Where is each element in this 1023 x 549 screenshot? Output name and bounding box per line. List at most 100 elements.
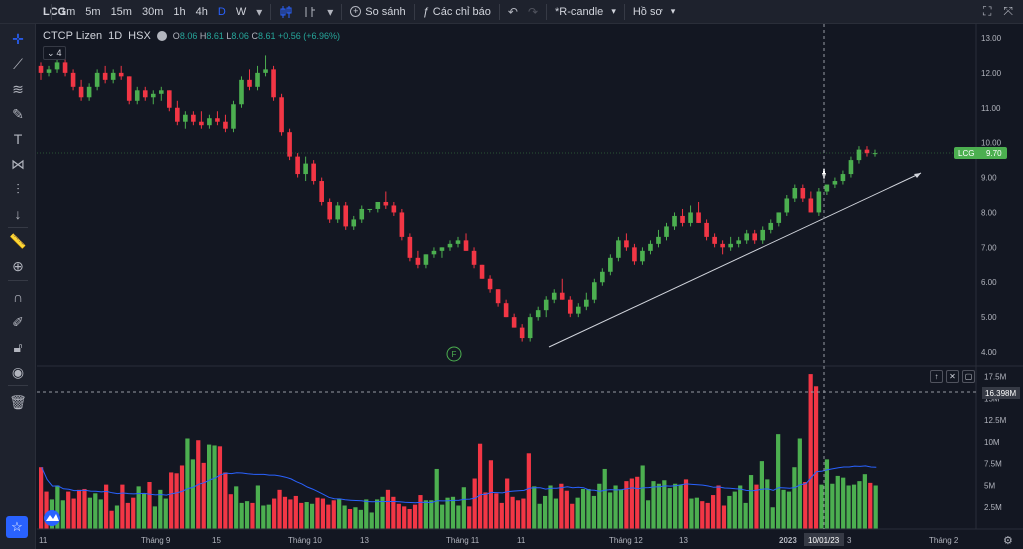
candle-body bbox=[271, 69, 276, 98]
volume-tick-label: 17.5M bbox=[984, 373, 1007, 382]
ruler-icon[interactable]: 📏 bbox=[9, 232, 27, 249]
volume-bar bbox=[841, 477, 846, 529]
time-tick-label: 15 bbox=[212, 536, 221, 545]
timeframe-1h-button[interactable]: 1h bbox=[173, 5, 186, 18]
candle-body bbox=[584, 299, 589, 307]
candle-body bbox=[808, 198, 814, 213]
timeframe-5m-button[interactable]: 5m bbox=[85, 5, 101, 18]
prediction-icon[interactable]: ⫶ bbox=[16, 180, 20, 197]
volume-bar bbox=[868, 482, 873, 529]
candle-body bbox=[744, 233, 749, 241]
eye-icon[interactable]: ◉ bbox=[11, 363, 25, 380]
time-axis[interactable]: 11 Tháng 9 15 Tháng 10 13 Tháng 11 11 Tháng 12 1… bbox=[39, 536, 959, 545]
settings-gear-icon[interactable]: ⚙ bbox=[1003, 534, 1013, 547]
zoom-in-icon[interactable]: ⊕ bbox=[12, 257, 24, 274]
candle-body bbox=[391, 205, 397, 213]
compare-button[interactable]: + So sánh bbox=[345, 0, 410, 24]
volume-bar bbox=[402, 506, 407, 529]
magnet-icon[interactable]: ∩ bbox=[12, 289, 24, 305]
market-status-icon[interactable] bbox=[156, 31, 167, 41]
trash-icon[interactable]: 🗑︎ bbox=[9, 393, 27, 410]
volume-bar bbox=[109, 510, 114, 529]
volume-bar bbox=[526, 453, 531, 529]
price-tick-label: 5.00 bbox=[981, 313, 997, 322]
volume-bar bbox=[163, 498, 168, 529]
candle-type-icon[interactable] bbox=[274, 0, 298, 24]
chevron-down-icon: ▾ bbox=[611, 6, 616, 16]
volume-bar bbox=[131, 497, 136, 529]
volume-tick-label: 12.5M bbox=[984, 416, 1007, 425]
template-dropdown-icon[interactable]: ▾ bbox=[327, 4, 334, 19]
candle-body bbox=[551, 292, 557, 300]
arrow-down-icon[interactable]: ↓ bbox=[14, 206, 22, 222]
crosshair-icon[interactable]: ✛ bbox=[12, 30, 24, 47]
volume-bar bbox=[683, 479, 689, 529]
time-tick-label: Tháng 2 bbox=[929, 536, 959, 545]
candle-body bbox=[215, 118, 220, 122]
price-tick-label: 4.00 bbox=[981, 348, 997, 357]
redo-icon[interactable]: ↷ bbox=[527, 4, 538, 19]
candle-body bbox=[319, 181, 324, 202]
candle-body bbox=[359, 208, 365, 220]
candle-body bbox=[575, 306, 581, 314]
indicators-toggle-button[interactable]: ⌄ 4 bbox=[43, 46, 66, 60]
fullscreen-icon[interactable]: ⛶ bbox=[982, 4, 992, 18]
time-tick-label: Tháng 9 bbox=[141, 536, 171, 545]
volume-bar bbox=[754, 484, 759, 529]
volume-bar bbox=[358, 509, 363, 529]
watchlist-star-icon[interactable]: ☆ bbox=[6, 516, 28, 538]
timeframe-dropdown-icon[interactable]: ▾ bbox=[256, 4, 263, 19]
price-tick-label: 6.00 bbox=[981, 278, 997, 287]
event-marker[interactable] bbox=[446, 346, 462, 362]
timeframe-4h-button[interactable]: 4h bbox=[195, 5, 208, 18]
time-tick-label: Tháng 11 bbox=[446, 536, 480, 545]
undo-icon[interactable]: ↶ bbox=[507, 4, 518, 19]
volume-bar bbox=[711, 495, 716, 529]
trendline-icon[interactable]: ⟋ bbox=[13, 55, 23, 72]
indicator-template-icon[interactable] bbox=[298, 0, 322, 24]
brush-icon[interactable]: ✎ bbox=[12, 105, 24, 122]
price-chart[interactable]: F 13.00 12.00 11.00 10.00 9.00 8.00 7.00 6.00 5.… bbox=[37, 24, 1023, 549]
candle-body bbox=[760, 229, 766, 241]
indicators-button[interactable]: ƒ Các chỉ báo bbox=[418, 0, 496, 24]
snapshot-icon[interactable]: ⤧ bbox=[1003, 4, 1013, 18]
instrument-name[interactable]: CTCP Lizen bbox=[43, 30, 103, 42]
lock-icon[interactable]: 🔓︎ bbox=[13, 338, 23, 355]
trendline-drawing[interactable] bbox=[548, 172, 922, 348]
timeframe-1m-button[interactable]: 1m bbox=[60, 5, 76, 18]
candlestick-icon bbox=[280, 5, 292, 18]
volume-bar bbox=[781, 489, 786, 529]
candle-body bbox=[632, 247, 637, 262]
pane-move-up-icon[interactable]: ↑ bbox=[930, 370, 943, 383]
volume-bar bbox=[304, 502, 309, 529]
volume-bar bbox=[846, 485, 851, 529]
volume-bar bbox=[548, 485, 553, 529]
price-axis[interactable]: 13.00 12.00 11.00 10.00 9.00 8.00 7.00 6.00 5.00… bbox=[981, 34, 1002, 357]
volume-bar bbox=[792, 467, 797, 529]
text-icon[interactable]: T bbox=[13, 131, 23, 147]
profile-button[interactable]: Hồ sơ ▾ bbox=[628, 0, 680, 24]
time-tick-label: 3 bbox=[847, 536, 852, 545]
crosshair-date-value: 10/01/23 bbox=[808, 536, 840, 545]
volume-bar bbox=[467, 506, 472, 529]
pattern-icon[interactable]: ⋈ bbox=[11, 155, 25, 172]
candle-body bbox=[263, 69, 268, 73]
candle-body bbox=[38, 65, 44, 73]
timeframe-15m-button[interactable]: 15m bbox=[110, 5, 132, 18]
candle-body bbox=[624, 240, 629, 248]
timeframe-d-button[interactable]: D bbox=[217, 5, 226, 18]
volume-bar bbox=[738, 485, 743, 529]
timeframe-30m-button[interactable]: 30m bbox=[141, 5, 164, 18]
timeframe-w-button[interactable]: W bbox=[235, 5, 247, 18]
pane-maximize-icon[interactable]: ▢ bbox=[962, 370, 975, 383]
candle-body bbox=[800, 188, 806, 199]
layout-button[interactable]: *R-candle ▾ bbox=[550, 0, 621, 24]
pane-close-icon[interactable]: ✕ bbox=[946, 370, 959, 383]
symbol-search-button[interactable]: LCG bbox=[43, 5, 67, 18]
volume-bar bbox=[250, 502, 255, 529]
volume-bar bbox=[635, 476, 640, 529]
layout-label: *R-candle bbox=[555, 5, 604, 18]
fib-icon[interactable]: ≋ bbox=[12, 80, 24, 97]
trendline-arrowhead bbox=[914, 173, 921, 178]
draw-mode-icon[interactable]: ✐ bbox=[12, 313, 24, 330]
